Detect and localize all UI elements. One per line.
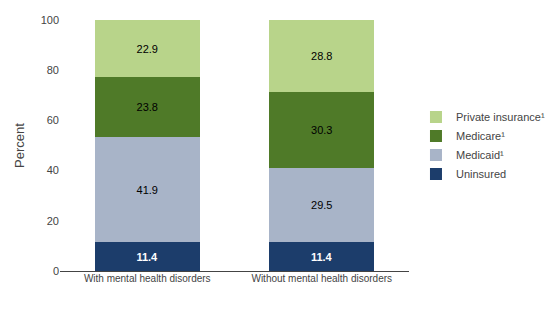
svg-text:0: 0 xyxy=(53,265,59,277)
svg-text:11.4: 11.4 xyxy=(311,251,333,263)
svg-text:22.9: 22.9 xyxy=(137,43,158,55)
svg-text:30.3: 30.3 xyxy=(311,124,332,136)
svg-text:100: 100 xyxy=(41,14,59,26)
svg-text:28.8: 28.8 xyxy=(311,50,332,62)
svg-text:41.9: 41.9 xyxy=(137,184,158,196)
svg-text:Uninsured: Uninsured xyxy=(456,168,506,180)
svg-text:60: 60 xyxy=(47,114,59,126)
svg-text:11.4: 11.4 xyxy=(136,251,158,263)
svg-text:Without mental health disorder: Without mental health disorders xyxy=(251,273,392,284)
svg-text:20: 20 xyxy=(47,215,59,227)
svg-text:With mental health disorders: With mental health disorders xyxy=(84,273,211,284)
svg-text:40: 40 xyxy=(47,164,59,176)
svg-text:Medicaid¹: Medicaid¹ xyxy=(456,149,504,161)
svg-text:Private insurance¹: Private insurance¹ xyxy=(456,111,545,123)
svg-text:29.5: 29.5 xyxy=(311,199,332,211)
svg-text:Medicare¹: Medicare¹ xyxy=(456,130,505,142)
svg-text:80: 80 xyxy=(47,64,59,76)
svg-text:Percent: Percent xyxy=(12,123,27,168)
svg-text:23.8: 23.8 xyxy=(137,101,158,113)
